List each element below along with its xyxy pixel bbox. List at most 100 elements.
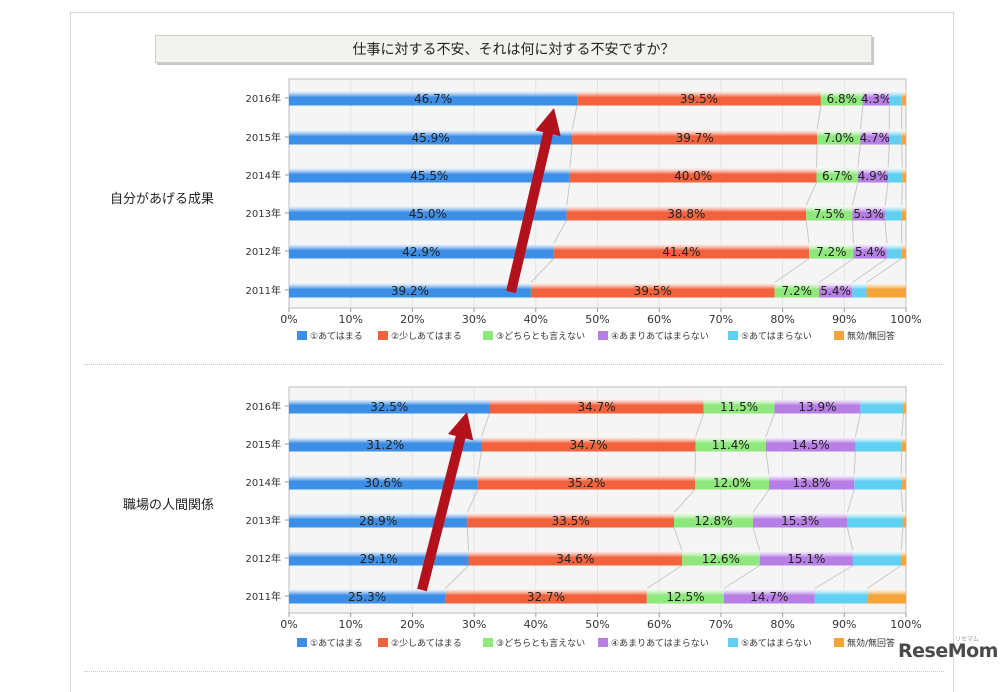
bar-segment — [852, 282, 867, 298]
connector-line — [901, 413, 905, 437]
bar-segment — [820, 90, 863, 106]
legend-label: ②少しあてはまる — [391, 331, 462, 342]
x-tick-label: 0% — [280, 313, 297, 326]
bar-segment — [814, 588, 868, 604]
connector-line — [723, 565, 761, 589]
bar-segment — [819, 282, 853, 298]
bar-segment — [862, 90, 890, 106]
charts-canvas: 2016年 46.7% 39.5% 6.8% 4.3% 2015年 45.9% 39.7% 7.… — [246, 78, 922, 649]
bar-segment — [566, 205, 807, 221]
bar-segment — [572, 129, 818, 145]
connector-line — [859, 105, 864, 130]
legend-swatch — [297, 638, 307, 647]
x-tick-label: 30% — [462, 313, 486, 326]
connector-line — [774, 258, 810, 283]
bar-segment — [752, 512, 848, 528]
bar-segment — [806, 205, 853, 221]
data-label: 12.6% — [702, 552, 740, 566]
bar-segment — [289, 167, 570, 183]
trend-arrow-shape — [506, 108, 561, 294]
bar-segment — [289, 243, 554, 259]
bar-segment — [852, 550, 902, 566]
data-label: 14.5% — [792, 438, 830, 452]
data-label: 39.5% — [680, 92, 718, 106]
bar-segment — [816, 167, 858, 183]
connector-line — [900, 527, 904, 551]
data-label: 15.1% — [787, 552, 825, 566]
bar-segment — [886, 243, 902, 259]
connector-line — [805, 182, 817, 206]
bar-segment — [901, 129, 906, 145]
bar-segment — [902, 167, 906, 183]
data-label: 31.2% — [366, 438, 404, 452]
data-label: 34.7% — [569, 438, 607, 452]
bar-segment — [477, 474, 695, 490]
connector-line — [851, 182, 859, 206]
data-label: 45.9% — [412, 131, 450, 145]
bar-segment — [809, 243, 854, 259]
x-tick-label: 10% — [338, 313, 362, 326]
bar-segment — [289, 436, 482, 452]
data-label: 39.2% — [391, 284, 429, 298]
bar-segment — [445, 588, 647, 604]
content-frame — [70, 12, 954, 692]
group-label-relationships: 職場の人間関係 — [123, 498, 215, 513]
bar-segment — [855, 436, 902, 452]
legend-swatch — [728, 331, 738, 340]
bar-segment — [289, 90, 578, 106]
x-tick-label: 50% — [585, 618, 609, 631]
connector-line — [646, 565, 683, 589]
category-label: 2012年 — [246, 552, 281, 565]
bar-segment — [289, 588, 446, 604]
data-label: 6.7% — [822, 169, 853, 183]
data-label: 13.9% — [798, 400, 836, 414]
bar-segment — [674, 512, 753, 528]
bar-segment — [774, 398, 861, 414]
connector-line — [477, 451, 482, 475]
bar-segment — [695, 436, 766, 452]
data-label: 30.6% — [364, 476, 402, 490]
bar-segment — [289, 512, 468, 528]
resemom-logo-sub: リセマム — [955, 636, 980, 643]
bar-segment — [467, 512, 675, 528]
connector-line — [900, 451, 903, 475]
legend-label: ①あてはまる — [310, 331, 363, 342]
bar-segment — [289, 129, 573, 145]
connector-line — [884, 182, 889, 206]
connector-line — [673, 527, 683, 551]
connector-line — [765, 413, 776, 437]
legend-label: 無効/無回答 — [847, 330, 895, 342]
legend-label: ③どちらとも言えない — [496, 330, 585, 342]
data-label: 32.5% — [370, 400, 408, 414]
bar-segment — [289, 205, 567, 221]
connector-line — [694, 451, 697, 475]
bar-segment — [901, 205, 906, 221]
data-label: 6.8% — [827, 92, 858, 106]
connector-line — [765, 451, 770, 475]
bar-segment — [901, 436, 906, 452]
bar-segment — [866, 282, 906, 298]
legend-label: ③どちらとも言えない — [496, 637, 585, 649]
x-tick-label: 0% — [280, 618, 297, 631]
legend-label: 無効/無回答 — [847, 637, 895, 649]
bar-segment — [723, 588, 815, 604]
x-tick-label: 30% — [462, 618, 486, 631]
bar-segment — [888, 167, 903, 183]
bar-segment — [901, 550, 906, 566]
connector-line — [695, 413, 705, 437]
section-divider — [84, 671, 944, 672]
connector-line — [851, 220, 855, 244]
x-tick-label: 50% — [585, 313, 609, 326]
data-label: 32.7% — [527, 590, 565, 604]
connector-line — [857, 144, 861, 168]
data-label: 12.0% — [713, 476, 751, 490]
data-label: 7.0% — [823, 131, 854, 145]
x-tick-label: 60% — [647, 313, 671, 326]
legend-swatch — [598, 638, 608, 647]
category-label: 2016年 — [246, 92, 281, 105]
connector-line — [846, 489, 855, 513]
legend-swatch — [378, 331, 388, 340]
trend-arrow-shape — [417, 412, 474, 592]
data-label: 14.7% — [750, 590, 788, 604]
connector-line — [846, 527, 854, 551]
